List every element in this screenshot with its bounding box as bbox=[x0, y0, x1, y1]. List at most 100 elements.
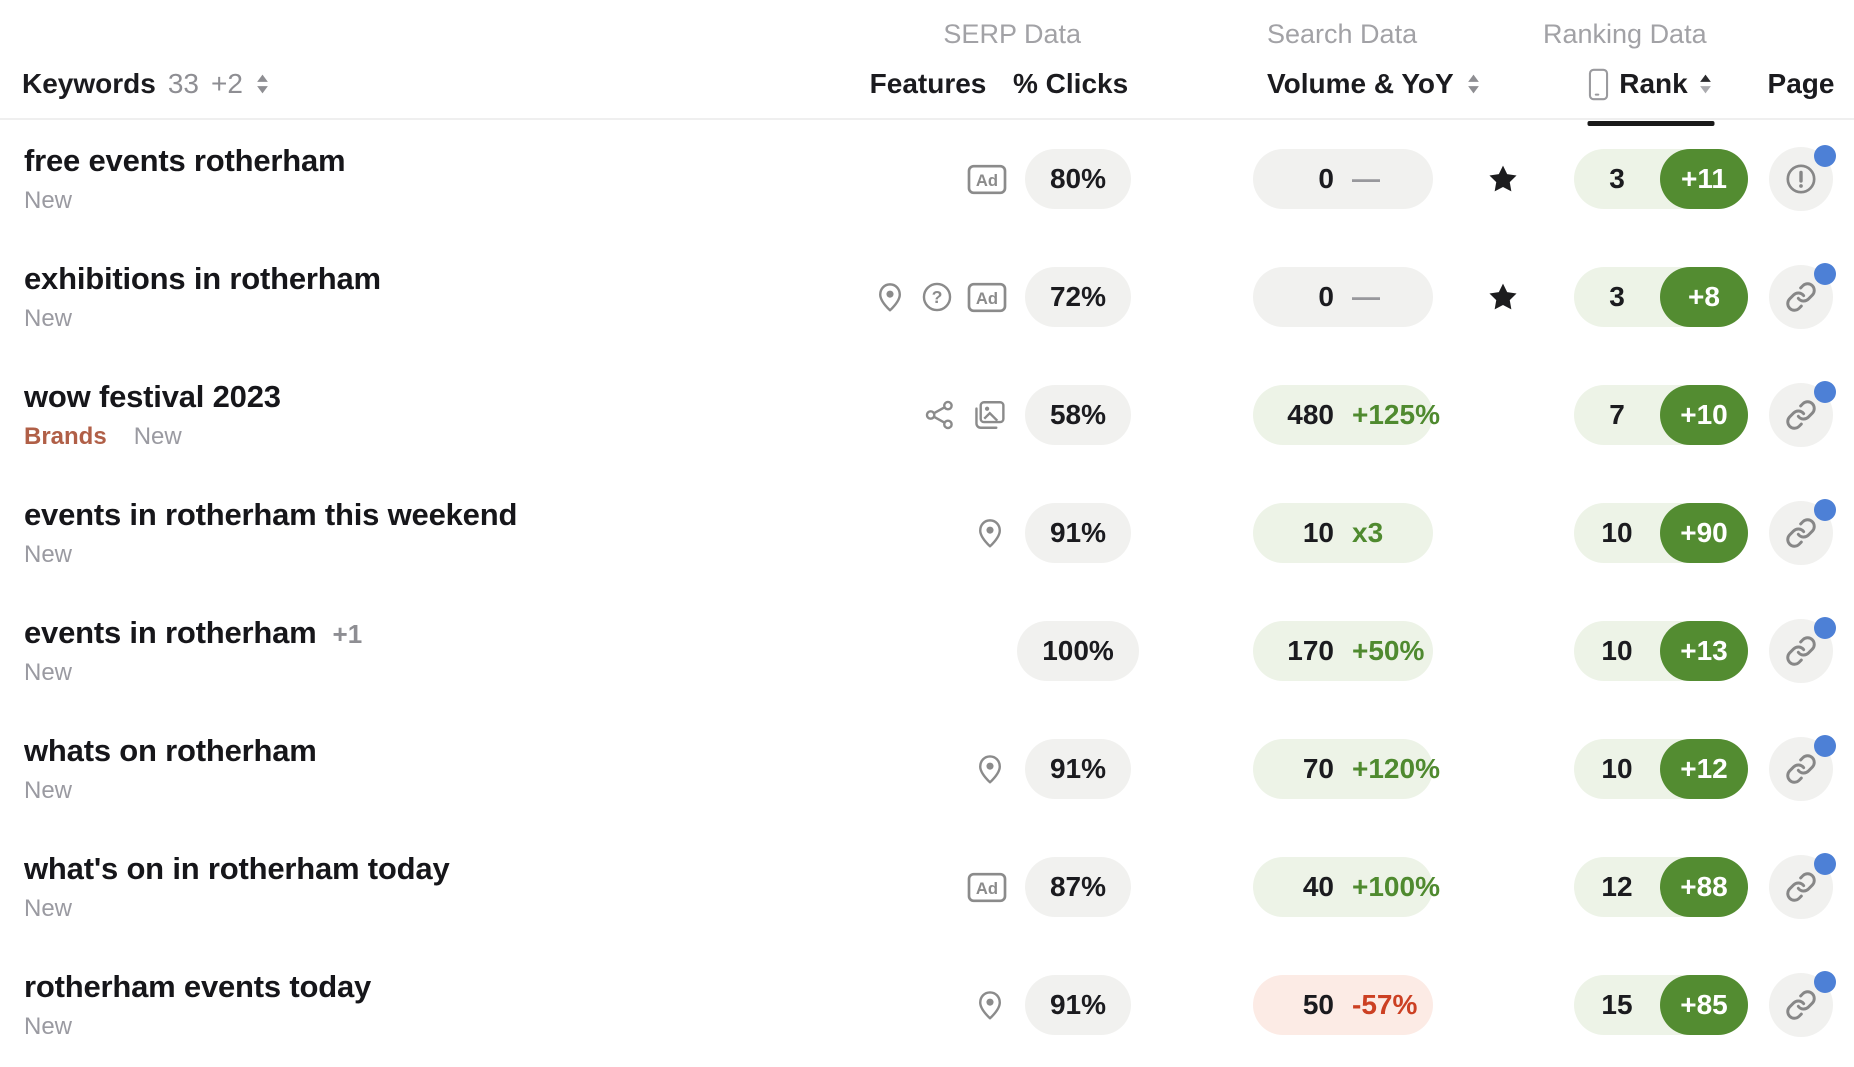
volume-change: +120% bbox=[1352, 753, 1440, 784]
keyword-link[interactable]: events in rotherham bbox=[24, 615, 317, 650]
page-button[interactable] bbox=[1769, 145, 1836, 211]
keyword-link[interactable]: free events rotherham bbox=[24, 143, 346, 178]
rank-column-header[interactable]: Rank bbox=[1553, 50, 1748, 126]
table-row: what's on in rotherham today New Ad 87% … bbox=[0, 828, 1854, 946]
keyword-link[interactable]: what's on in rotherham today bbox=[24, 851, 450, 886]
volume-change: — bbox=[1352, 163, 1380, 194]
rank-value: 10 bbox=[1601, 517, 1633, 548]
rank-value: 15 bbox=[1601, 989, 1633, 1020]
page-button[interactable] bbox=[1769, 617, 1836, 683]
volume-pill: 0 — bbox=[1253, 267, 1433, 327]
volume-value: 170 bbox=[1287, 635, 1334, 666]
sort-icon[interactable] bbox=[255, 73, 270, 95]
volume-pill: 480 +125% bbox=[1253, 385, 1440, 445]
group-header-serp-data: SERP Data bbox=[943, 19, 1081, 49]
page-button[interactable] bbox=[1769, 263, 1836, 329]
star-icon[interactable] bbox=[1486, 280, 1520, 314]
rank-delta-badge: +90 bbox=[1660, 503, 1748, 563]
notification-dot bbox=[1814, 499, 1836, 521]
link-icon bbox=[1785, 635, 1817, 667]
serp-features bbox=[843, 398, 1013, 432]
features-column-header: Features bbox=[869, 68, 987, 99]
pin-icon bbox=[973, 516, 1007, 550]
keyword-link[interactable]: exhibitions in rotherham bbox=[24, 261, 381, 296]
mobile-icon bbox=[1588, 68, 1609, 101]
svg-text:?: ? bbox=[932, 287, 943, 307]
rank-value: 10 bbox=[1601, 635, 1633, 666]
link-icon bbox=[1785, 281, 1817, 313]
volume-value: 50 bbox=[1302, 989, 1334, 1020]
tag-brands: Brands bbox=[24, 423, 107, 450]
tag-new: New bbox=[24, 777, 73, 804]
pin-icon bbox=[973, 988, 1007, 1022]
keyword-link[interactable]: wow festival 2023 bbox=[24, 379, 281, 414]
volume-pill: 50 -57% bbox=[1253, 975, 1433, 1035]
rank-pill: 12 +88 bbox=[1574, 857, 1748, 917]
rank-value: 12 bbox=[1601, 871, 1633, 902]
share-icon bbox=[923, 398, 957, 432]
notification-dot bbox=[1814, 263, 1836, 285]
rank-pill: 7 +10 bbox=[1574, 385, 1748, 445]
volume-pill: 170 +50% bbox=[1253, 621, 1433, 681]
tag-new: New bbox=[24, 895, 73, 922]
rank-pill: 3 +8 bbox=[1574, 267, 1748, 327]
clicks-pill: 80% bbox=[1024, 149, 1132, 209]
table-row: events in rotherham this weekend New 91%… bbox=[0, 474, 1854, 592]
table-row: events in rotherham +1 New 100% 170 +50% … bbox=[0, 592, 1854, 710]
table-header: SERP Data Search Data Ranking Data Keywo… bbox=[0, 0, 1854, 126]
notification-dot bbox=[1814, 971, 1836, 993]
rank-pill: 10 +13 bbox=[1574, 621, 1748, 681]
page-button[interactable] bbox=[1769, 853, 1836, 919]
keyword-link[interactable]: events in rotherham this weekend bbox=[24, 497, 518, 532]
volume-change: -57% bbox=[1352, 989, 1418, 1020]
page-button[interactable] bbox=[1769, 971, 1836, 1037]
notification-dot bbox=[1814, 617, 1836, 639]
rank-pill: 10 +12 bbox=[1574, 739, 1748, 799]
keywords-count-delta: +2 bbox=[210, 68, 243, 99]
ad-icon: Ad bbox=[967, 282, 1007, 313]
volume-change: x3 bbox=[1352, 517, 1384, 548]
tag-new: New bbox=[133, 423, 182, 450]
serp-features: Ad bbox=[843, 164, 1013, 195]
page-button[interactable] bbox=[1769, 381, 1836, 447]
link-icon bbox=[1785, 399, 1817, 431]
star-icon[interactable] bbox=[1486, 162, 1520, 196]
volume-change: +125% bbox=[1352, 399, 1440, 430]
table-row: free events rotherham New Ad 80% 0 — 3 +… bbox=[0, 120, 1854, 238]
table-row: wow festival 2023 Brands New 58% 480 +125… bbox=[0, 356, 1854, 474]
volume-column-header[interactable]: Volume & YoY bbox=[1233, 68, 1479, 100]
rank-delta-badge: +13 bbox=[1660, 621, 1748, 681]
clicks-pill: 87% bbox=[1024, 857, 1132, 917]
notification-dot bbox=[1814, 381, 1836, 403]
link-icon bbox=[1785, 753, 1817, 785]
notification-dot bbox=[1814, 853, 1836, 875]
page-button[interactable] bbox=[1769, 499, 1836, 565]
page-button[interactable] bbox=[1769, 735, 1836, 801]
keyword-table-body: free events rotherham New Ad 80% 0 — 3 +… bbox=[0, 120, 1854, 1064]
volume-pill: 70 +120% bbox=[1253, 739, 1440, 799]
link-icon bbox=[1785, 989, 1817, 1021]
active-sort-underline bbox=[1587, 121, 1714, 126]
sort-icon-active[interactable] bbox=[1698, 73, 1713, 95]
keyword-link[interactable]: rotherham events today bbox=[24, 969, 372, 1004]
keywords-column-header[interactable]: Keywords 33 +2 bbox=[0, 68, 843, 100]
rank-value: 3 bbox=[1609, 163, 1625, 194]
keyword-link[interactable]: whats on rotherham bbox=[24, 733, 317, 768]
volume-pill: 10 x3 bbox=[1253, 503, 1433, 563]
rank-pill: 15 +85 bbox=[1574, 975, 1748, 1035]
serp-features bbox=[843, 752, 1013, 786]
volume-header-label: Volume & YoY bbox=[1267, 68, 1454, 99]
volume-value: 0 bbox=[1318, 163, 1334, 194]
rank-delta-badge: +85 bbox=[1660, 975, 1748, 1035]
table-row: exhibitions in rotherham New ? Ad 72% 0 —… bbox=[0, 238, 1854, 356]
rank-delta-badge: +10 bbox=[1660, 385, 1748, 445]
clicks-pill: 91% bbox=[1024, 503, 1132, 563]
notification-dot bbox=[1814, 145, 1836, 167]
sort-icon[interactable] bbox=[1466, 73, 1481, 95]
tag-new: New bbox=[24, 541, 73, 568]
svg-text:Ad: Ad bbox=[976, 170, 998, 189]
group-header-search-data: Search Data bbox=[1267, 19, 1418, 49]
volume-pill: 0 — bbox=[1253, 149, 1433, 209]
volume-value: 10 bbox=[1302, 517, 1334, 548]
ad-icon: Ad bbox=[967, 872, 1007, 903]
